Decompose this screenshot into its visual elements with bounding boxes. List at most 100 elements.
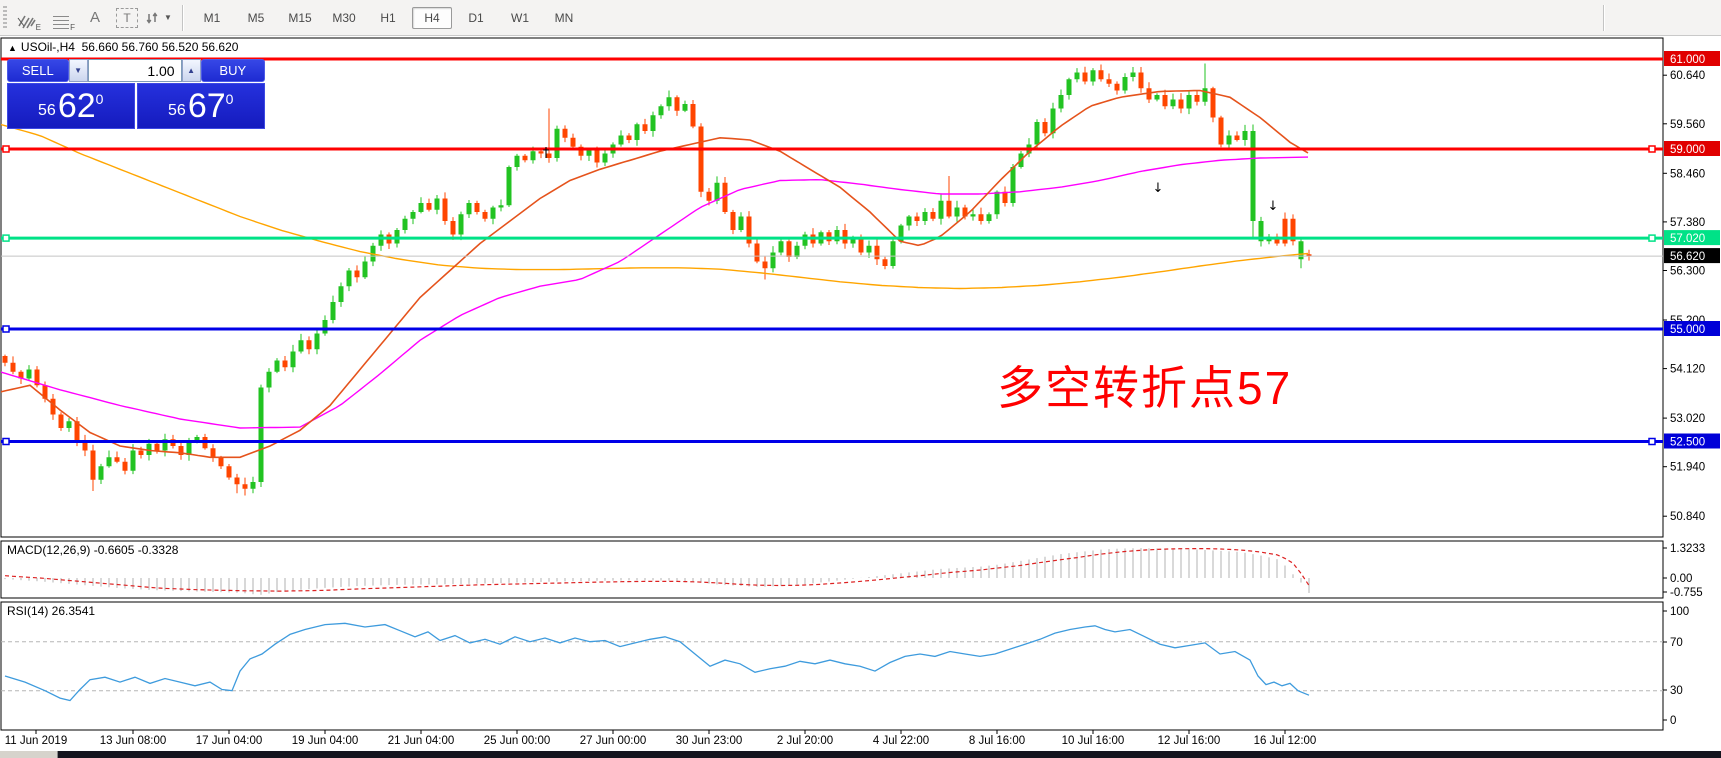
- buy-price-display[interactable]: 56 67 0: [136, 83, 265, 129]
- candle-body: [962, 207, 968, 217]
- hline-handle[interactable]: [2, 325, 10, 333]
- time-axis-label: 17 Jun 04:00: [196, 735, 263, 747]
- candle-body: [506, 167, 512, 206]
- rsi-tick-label: 30: [1670, 685, 1683, 697]
- hline-handle[interactable]: [2, 234, 10, 242]
- candle-body: [1050, 108, 1056, 134]
- chart-annotation-text[interactable]: 多空转折点57: [997, 362, 1293, 414]
- timeframe-button-h4[interactable]: H4: [412, 6, 452, 29]
- candle-body: [658, 106, 664, 116]
- candle-body: [778, 241, 784, 253]
- candle-body: [90, 450, 96, 480]
- candle-body: [986, 214, 992, 221]
- toolbar-drag-handle[interactable]: [3, 5, 7, 30]
- candle-body: [226, 466, 232, 478]
- time-axis-label: 8 Jul 16:00: [969, 735, 1025, 747]
- hline-handle[interactable]: [2, 145, 10, 153]
- candle-body: [194, 437, 200, 442]
- candle-body: [242, 484, 248, 489]
- cursor-mode-icon[interactable]: ▼: [146, 6, 172, 30]
- trade-marker-icon[interactable]: ↓: [1153, 181, 1164, 196]
- price-tick-label: 54.120: [1670, 364, 1705, 376]
- candle-body: [618, 135, 624, 145]
- label-tool-icon[interactable]: T: [116, 7, 138, 28]
- candle-body: [466, 203, 472, 215]
- candle-body: [1162, 95, 1168, 107]
- price-badge-label: 56.620: [1670, 251, 1705, 263]
- buy-button[interactable]: BUY: [200, 59, 265, 82]
- ohlc-open: 56.660: [81, 40, 119, 54]
- sell-price-main: 62: [57, 87, 96, 125]
- volume-input[interactable]: [87, 59, 182, 82]
- candle-body: [578, 146, 584, 156]
- candle-body: [682, 104, 688, 111]
- timeframe-button-m30[interactable]: M30: [332, 10, 356, 25]
- candle-body: [1154, 95, 1160, 100]
- one-click-trading-panel: SELL ▼ ▲ BUY 56 62 0 56 67 0: [7, 59, 265, 129]
- candle-body: [418, 203, 424, 212]
- price-tick-label: 58.460: [1670, 168, 1705, 180]
- candle-body: [898, 225, 904, 242]
- candle-body: [410, 212, 416, 219]
- sell-price-pip: 0: [95, 91, 104, 107]
- candle-body: [1122, 77, 1128, 91]
- timeframe-button-m15[interactable]: M15: [288, 10, 312, 25]
- candle-body: [642, 124, 648, 131]
- horizontal-scrollbar[interactable]: [0, 751, 1721, 758]
- text-tool-icon[interactable]: A: [89, 9, 100, 26]
- price-badge-label: 61.000: [1670, 54, 1705, 66]
- timeframe-button-m1[interactable]: M1: [203, 10, 221, 25]
- candle-body: [434, 198, 440, 210]
- candle-body: [114, 457, 120, 462]
- scrollbar-thumb[interactable]: [0, 751, 58, 758]
- candle-body: [1066, 79, 1072, 95]
- collapse-arrow-icon[interactable]: ▲: [8, 43, 17, 53]
- candle-body: [1234, 135, 1240, 140]
- candle-body: [266, 371, 272, 388]
- candle-body: [1058, 95, 1064, 109]
- timeframe-button-m5[interactable]: M5: [247, 10, 265, 25]
- candle-body: [850, 239, 856, 244]
- hline-handle[interactable]: [1648, 437, 1656, 446]
- candle-body: [906, 216, 912, 226]
- timeframe-button-d1[interactable]: D1: [468, 10, 484, 25]
- sell-button[interactable]: SELL: [7, 59, 69, 82]
- price-badge: [1664, 230, 1720, 246]
- rsi-plot-frame: [0, 601, 1664, 731]
- time-axis-label: 11 Jun 2019: [5, 735, 67, 747]
- hline-handle[interactable]: [1648, 145, 1656, 153]
- candle-body: [690, 104, 696, 127]
- candle-body: [482, 212, 488, 219]
- hline-handle[interactable]: [2, 437, 10, 446]
- volume-increase-button[interactable]: ▲: [181, 59, 201, 82]
- candle-body: [570, 137, 576, 147]
- time-axis-label: 25 Jun 00:00: [484, 735, 551, 747]
- candle-body: [250, 482, 256, 489]
- price-tick-label: 53.020: [1670, 413, 1705, 425]
- hline-handle[interactable]: [1648, 234, 1656, 242]
- trade-marker-icon[interactable]: †: [543, 146, 550, 161]
- ma-fast-orangered: [1, 89, 1309, 459]
- rsi-tick-label: 0: [1670, 715, 1676, 727]
- candle-body: [538, 151, 544, 154]
- sell-price-display[interactable]: 56 62 0: [7, 83, 135, 129]
- candle-body: [1138, 72, 1144, 89]
- price-badge-label: 59.000: [1670, 144, 1705, 156]
- symbol-label: USOil-,H4: [20, 40, 75, 54]
- trade-marker-icon[interactable]: ↓: [1268, 199, 1279, 214]
- grid-icon[interactable]: F: [48, 6, 75, 32]
- timeframe-button-h1[interactable]: H1: [380, 10, 396, 25]
- candle-body: [106, 457, 112, 467]
- chart-shift-icon[interactable]: E: [14, 6, 41, 32]
- volume-decrease-button[interactable]: ▼: [68, 59, 88, 82]
- ohlc-high: 56.760: [121, 40, 159, 54]
- candle-body: [1290, 218, 1296, 242]
- main-plot-frame: [0, 37, 1664, 538]
- timeframe-button-mn[interactable]: MN: [554, 10, 574, 25]
- timeframe-button-w1[interactable]: W1: [511, 10, 529, 25]
- candle-body: [1194, 95, 1200, 102]
- candle-body: [594, 149, 600, 163]
- cursor-mode-caret: ▼: [164, 13, 172, 22]
